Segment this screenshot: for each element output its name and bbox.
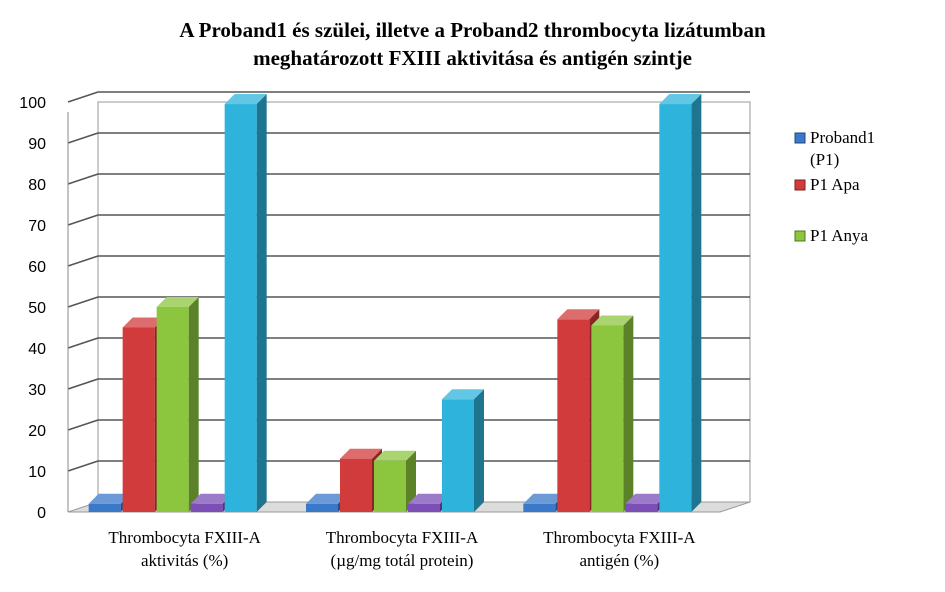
bar-top — [408, 493, 450, 504]
bar-side — [623, 315, 634, 512]
bar-front — [122, 327, 155, 512]
bar-top — [523, 493, 566, 504]
bar-front — [557, 319, 590, 512]
bar — [224, 94, 267, 513]
y-tick-label: 50 — [28, 300, 46, 317]
y-tick-label: 60 — [28, 259, 46, 276]
y-tick-label: 30 — [28, 382, 46, 399]
bar-front — [88, 503, 121, 512]
x-category-label: antigén (%) — [579, 551, 659, 570]
gridline-side — [67, 91, 99, 103]
legend-swatch — [794, 179, 806, 191]
bar-top — [306, 493, 348, 504]
bar-top — [88, 493, 131, 504]
bar-top — [374, 450, 416, 461]
y-tick-label: 20 — [28, 423, 46, 440]
chart-title-line-2: meghatározott FXIII aktivitása és antigé… — [253, 46, 692, 70]
legend-swatch — [794, 230, 806, 242]
bar-front — [340, 458, 372, 512]
bar-side — [474, 389, 484, 512]
bar — [156, 297, 199, 512]
x-category-label: aktivitás (%) — [141, 551, 228, 570]
y-tick-label: 10 — [28, 464, 46, 481]
legend-item: P1 Apa — [794, 175, 860, 194]
legend-label: P1 Anya — [810, 226, 869, 245]
bar-front — [306, 503, 338, 512]
gridline-side — [67, 378, 99, 390]
gridline-side — [67, 419, 99, 431]
bar-side — [406, 450, 416, 512]
bar-front — [659, 104, 692, 513]
x-category-label: Thrombocyta FXIII-A — [326, 528, 479, 547]
legend-item: Proband1 (P1) — [794, 128, 875, 169]
bar-front — [591, 325, 624, 512]
legend-swatch — [794, 132, 806, 144]
gridline-side — [67, 173, 99, 185]
gridline-side — [67, 296, 99, 308]
x-category-label: (µg/mg totál protein) — [331, 551, 474, 570]
bar-top — [625, 493, 668, 504]
bar — [374, 450, 416, 512]
gridline-side — [67, 255, 99, 267]
bar-top — [442, 389, 484, 400]
y-tick-label: 0 — [37, 505, 46, 522]
bar-front — [224, 104, 257, 513]
bar-top — [156, 297, 199, 307]
gridline-side — [67, 460, 99, 472]
bar-front — [190, 503, 223, 512]
bar-side — [188, 297, 199, 512]
bar-front — [442, 399, 474, 512]
bar-side — [691, 94, 702, 513]
gridline-side — [67, 132, 99, 144]
bar-front — [523, 503, 556, 512]
y-tick-label: 40 — [28, 341, 46, 358]
y-tick-label: 70 — [28, 218, 46, 235]
bar — [591, 315, 634, 512]
x-category-label: Thrombocyta FXIII-A — [543, 528, 696, 547]
bar-front — [408, 503, 440, 512]
chart-title: A Proband1 és szülei, illetve a Proband2… — [0, 16, 945, 72]
gridline-side — [67, 337, 99, 349]
y-tick-label: 80 — [28, 177, 46, 194]
legend-label: P1 Apa — [810, 175, 860, 194]
bar — [442, 389, 484, 512]
bar-top — [659, 94, 702, 105]
bar — [659, 94, 702, 513]
bar-front — [625, 503, 658, 512]
bar-top — [557, 309, 600, 320]
bar-top — [224, 94, 267, 105]
chart-title-line-1: A Proband1 és szülei, illetve a Proband2… — [179, 18, 766, 42]
bar-top — [340, 448, 382, 459]
gridline-side — [67, 214, 99, 226]
bar — [122, 317, 165, 512]
legend-label: Proband1 — [810, 128, 875, 147]
x-category-label: Thrombocyta FXIII-A — [108, 528, 261, 547]
chart-back-wall — [97, 101, 751, 503]
y-tick-label: 90 — [28, 136, 46, 153]
bar-front — [156, 307, 189, 512]
bar-top — [190, 493, 233, 504]
bar-side — [256, 94, 267, 513]
y-tick-label: 100 — [19, 95, 46, 112]
legend-label: (P1) — [810, 150, 839, 169]
bar-top — [122, 317, 165, 328]
bar-top — [591, 315, 634, 326]
legend-item: P1 Anya — [794, 226, 869, 245]
bar-front — [374, 460, 406, 512]
